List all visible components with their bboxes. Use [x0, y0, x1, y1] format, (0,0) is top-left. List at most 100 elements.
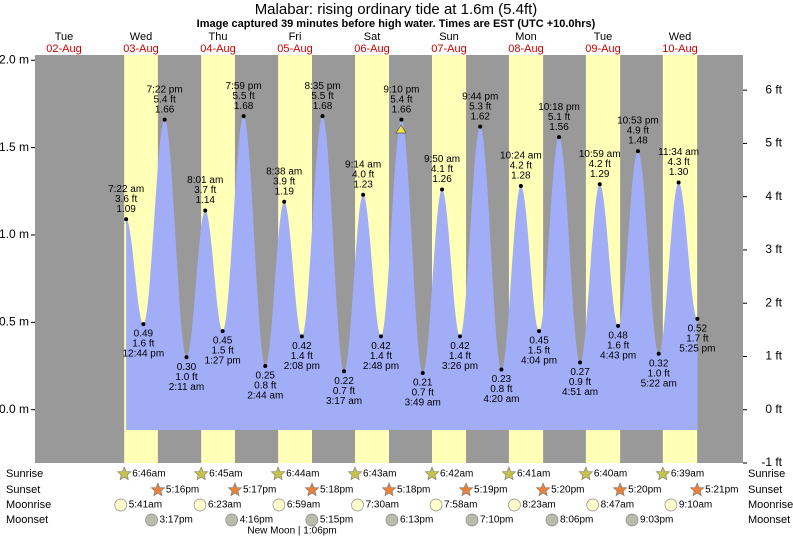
date-label: 03-Aug	[123, 43, 158, 55]
sunrise-time: 6:41am	[517, 469, 550, 480]
moonset-time: 7:10pm	[480, 515, 513, 526]
sunset-time: 5:20pm	[551, 485, 584, 496]
extreme-label: 1.6 ft	[132, 339, 154, 350]
extreme-label: 1.09	[116, 204, 136, 215]
extreme-label: 1.26	[432, 174, 452, 185]
moonset-icon	[465, 513, 479, 527]
sunrise-time: 6:46am	[132, 469, 165, 480]
weekday-label: Wed	[130, 31, 152, 43]
moonrise-time: 7:58am	[444, 500, 477, 511]
sunset-time: 5:20pm	[628, 485, 661, 496]
moonrise-icon	[429, 498, 443, 512]
extreme-point	[124, 217, 129, 222]
y-tick-label: 2.0 m	[0, 52, 29, 66]
chart-subtitle: Image captured 39 minutes before high wa…	[197, 18, 596, 30]
sunrise-time: 6:40am	[594, 469, 627, 480]
sunset-icon	[689, 482, 705, 497]
sunrise-icon	[501, 466, 517, 481]
sunrise-time: 6:44am	[286, 469, 319, 480]
extreme-label: 3:49 am	[405, 398, 441, 409]
moonrise-time: 7:30am	[366, 500, 399, 511]
extreme-label: 3.9 ft	[273, 176, 295, 187]
extreme-point	[557, 135, 562, 140]
weekday-label: Tue	[55, 31, 74, 43]
extreme-label: 0.7 ft	[333, 386, 355, 397]
extreme-point	[299, 334, 304, 339]
extreme-label: 1.68	[234, 101, 254, 112]
sunset-icon	[458, 482, 474, 497]
extreme-label: 0.42	[371, 341, 391, 352]
extreme-label: 1:27 pm	[205, 356, 241, 367]
sunset-icon	[150, 482, 166, 497]
sunrise-icon	[116, 466, 132, 481]
sunset-time: 5:18pm	[320, 485, 353, 496]
y2-tick-label: -1 ft	[761, 455, 782, 469]
extreme-label: 1.0 ft	[175, 372, 197, 383]
moonrise-icon	[664, 498, 678, 512]
extreme-label: 0.48	[608, 330, 628, 341]
moonset-icon	[145, 513, 158, 527]
sunset-time: 5:19pm	[474, 485, 507, 496]
y2-tick-label: 5 ft	[765, 136, 782, 150]
extreme-point	[499, 367, 504, 372]
weekday-label: Wed	[669, 31, 691, 43]
extreme-label: 1.56	[549, 122, 569, 133]
moonrise-icon	[586, 498, 600, 512]
extreme-point	[282, 199, 287, 204]
extreme-point	[378, 334, 383, 339]
extreme-label: 1.7 ft	[686, 333, 708, 344]
extreme-label: 12:44 pm	[123, 349, 165, 360]
moonrise-time: 8:23am	[522, 500, 555, 511]
moonset-time: 5:15pm	[320, 515, 353, 526]
row-label: Sunset	[6, 484, 40, 496]
extreme-label: 1.4 ft	[291, 351, 313, 362]
y2-tick-label: 2 ft	[765, 295, 782, 309]
sunrise-icon	[578, 466, 594, 481]
extreme-point	[635, 149, 640, 154]
weekday-label: Mon	[515, 31, 536, 43]
y2-tick-label: 4 ft	[765, 189, 782, 203]
sunset-icon	[227, 482, 243, 497]
extreme-label: 5.3 ft	[469, 101, 491, 112]
extreme-label: 1.14	[195, 195, 215, 206]
y-tick-label: 1.5 m	[0, 140, 29, 154]
extreme-label: 9:14 am	[345, 159, 381, 170]
moonrise-time: 6:59am	[287, 500, 320, 511]
weekday-label: Fri	[289, 31, 302, 43]
sunrise-time: 6:45am	[209, 469, 242, 480]
moonset-time: 8:06pm	[560, 515, 593, 526]
date-label: 07-Aug	[431, 43, 466, 55]
extreme-label: 4.0 ft	[352, 169, 374, 180]
moonrise-time: 5:41am	[129, 500, 162, 511]
extreme-label: 0.8 ft	[490, 384, 512, 395]
date-label: 08-Aug	[508, 43, 543, 55]
moonrise-icon	[114, 498, 128, 512]
moonset-time: 9:03pm	[640, 515, 673, 526]
date-label: 02-Aug	[46, 43, 81, 55]
extreme-point	[220, 329, 225, 334]
sunrise-icon	[347, 466, 363, 481]
sunset-icon	[304, 482, 320, 497]
extreme-label: 4.1 ft	[431, 164, 453, 175]
sunrise-icon	[655, 466, 671, 481]
now-marker	[395, 124, 407, 134]
weekday-label: Sat	[364, 31, 381, 43]
y2-tick-label: 3 ft	[765, 242, 782, 256]
extreme-label: 1.4 ft	[449, 351, 471, 362]
extreme-point	[656, 351, 661, 356]
extreme-label: 0.25	[256, 371, 276, 382]
sunset-time: 5:17pm	[243, 485, 276, 496]
extreme-label: 1.19	[274, 186, 294, 197]
y2-tick-label: 0 ft	[765, 402, 782, 416]
extreme-label: 4:20 am	[483, 394, 519, 405]
row-label: Moonrise	[6, 499, 51, 511]
extreme-point	[263, 364, 268, 369]
extreme-label: 0.23	[492, 374, 512, 385]
extreme-label: 3.6 ft	[115, 194, 137, 205]
moonrise-time: 9:10am	[679, 500, 712, 511]
extreme-label: 5.5 ft	[232, 91, 254, 102]
row-label: Moonset	[748, 514, 790, 526]
tide-area	[126, 116, 698, 430]
sunrise-time: 6:42am	[440, 469, 473, 480]
moonset-time: 6:13pm	[400, 515, 433, 526]
